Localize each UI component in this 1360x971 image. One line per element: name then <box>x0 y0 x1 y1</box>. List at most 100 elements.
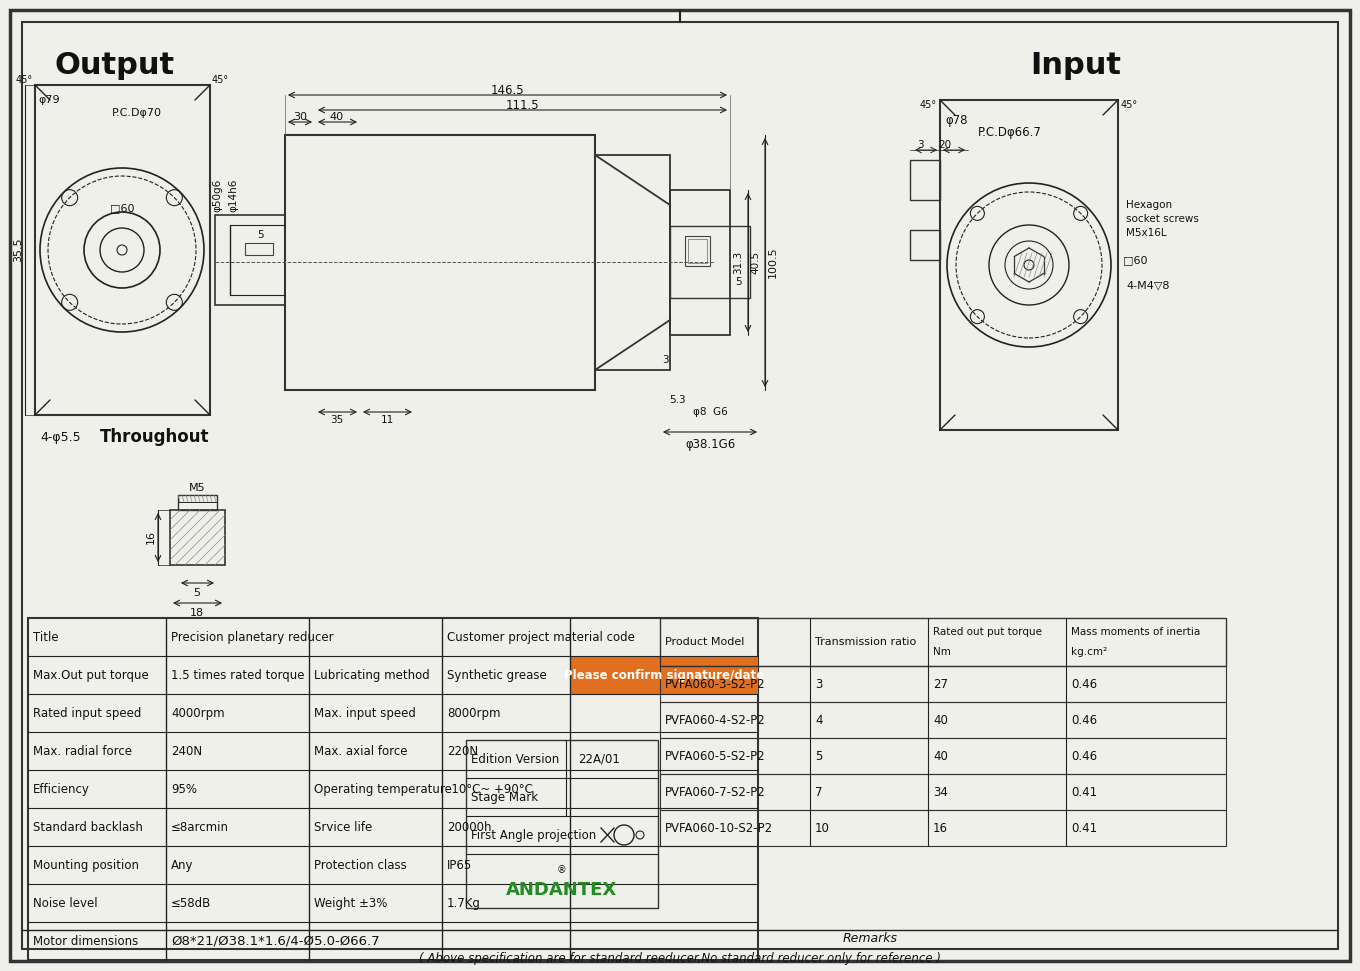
Text: Hexagon: Hexagon <box>1126 200 1172 210</box>
Text: Max. radial force: Max. radial force <box>33 745 132 757</box>
Text: 5: 5 <box>193 588 200 598</box>
Text: φ79: φ79 <box>38 95 60 105</box>
Text: 240N: 240N <box>171 745 203 757</box>
Text: 100.5: 100.5 <box>768 247 778 278</box>
Text: ANDANTEX: ANDANTEX <box>506 881 617 899</box>
Text: φ14h6: φ14h6 <box>228 179 238 212</box>
Bar <box>660 666 1225 702</box>
Text: Ø8*21/Ø38.1*1.6/4-Ø5.0-Ø66.7: Ø8*21/Ø38.1*1.6/4-Ø5.0-Ø66.7 <box>171 934 379 948</box>
Bar <box>910 160 940 200</box>
Text: 40: 40 <box>933 714 948 726</box>
Text: 45°: 45° <box>919 100 937 110</box>
Text: 220N: 220N <box>447 745 479 757</box>
Bar <box>660 618 1225 666</box>
Text: 20000h: 20000h <box>447 820 491 833</box>
Text: Rated out put torque: Rated out put torque <box>933 627 1042 637</box>
Text: Stage Mark: Stage Mark <box>471 790 539 803</box>
Text: 1.5 times rated torque: 1.5 times rated torque <box>171 668 305 682</box>
Text: φ38.1G6: φ38.1G6 <box>685 438 736 451</box>
Bar <box>286 135 596 390</box>
Text: kg.cm²: kg.cm² <box>1072 647 1107 657</box>
Text: Lubricating method: Lubricating method <box>314 668 430 682</box>
Text: 0.46: 0.46 <box>1072 714 1098 726</box>
Text: 8000rpm: 8000rpm <box>447 707 500 720</box>
Text: Input: Input <box>1030 50 1121 80</box>
Text: 35.5: 35.5 <box>14 238 23 262</box>
Text: 7: 7 <box>815 786 823 798</box>
Text: 30: 30 <box>292 112 307 122</box>
Text: ®: ® <box>558 865 567 875</box>
Text: 4000rpm: 4000rpm <box>171 707 224 720</box>
Text: PVFA060-7-S2-P2: PVFA060-7-S2-P2 <box>665 786 766 798</box>
Text: Srvice life: Srvice life <box>314 820 373 833</box>
Text: 22A/01: 22A/01 <box>578 753 620 765</box>
Text: Motor dimensions: Motor dimensions <box>33 934 139 948</box>
Text: 10: 10 <box>815 821 830 834</box>
Text: Any: Any <box>171 858 193 872</box>
Text: Edition Version: Edition Version <box>471 753 559 765</box>
Text: ≤58dB: ≤58dB <box>171 896 211 910</box>
Text: Max. input speed: Max. input speed <box>314 707 416 720</box>
Text: PVFA060-4-S2-P2: PVFA060-4-S2-P2 <box>665 714 766 726</box>
Text: 16: 16 <box>146 530 156 544</box>
Bar <box>178 495 218 510</box>
Bar <box>660 702 1225 738</box>
Text: Precision planetary reducer: Precision planetary reducer <box>171 630 333 644</box>
Text: 0.41: 0.41 <box>1072 821 1098 834</box>
Text: PVFA060-5-S2-P2: PVFA060-5-S2-P2 <box>665 750 766 762</box>
Text: PVFA060-3-S2-P2: PVFA060-3-S2-P2 <box>665 678 766 690</box>
Text: 3: 3 <box>815 678 823 690</box>
Text: 95%: 95% <box>171 783 197 795</box>
Text: 5: 5 <box>257 230 264 240</box>
Text: Noise level: Noise level <box>33 896 98 910</box>
Bar <box>570 656 758 694</box>
Text: Weight ±3%: Weight ±3% <box>314 896 388 910</box>
Text: 40: 40 <box>330 112 344 122</box>
Text: 27: 27 <box>933 678 948 690</box>
Text: P.C.Dφ66.7: P.C.Dφ66.7 <box>978 125 1042 139</box>
Text: Customer project material code: Customer project material code <box>447 630 635 644</box>
Text: Please confirm signature/date: Please confirm signature/date <box>564 668 764 682</box>
Bar <box>688 239 707 263</box>
Bar <box>910 230 940 260</box>
Text: φ50g6: φ50g6 <box>212 179 222 212</box>
Text: Mounting position: Mounting position <box>33 858 139 872</box>
Text: Remarks: Remarks <box>842 931 898 945</box>
Text: Product Model: Product Model <box>665 637 744 647</box>
Text: 31.3: 31.3 <box>733 251 743 274</box>
Text: Operating temperature: Operating temperature <box>314 783 452 795</box>
Text: Nm: Nm <box>933 647 951 657</box>
Text: 4-φ5.5: 4-φ5.5 <box>39 430 80 444</box>
Bar <box>245 243 273 255</box>
Text: φ78: φ78 <box>945 114 967 126</box>
Text: Max. axial force: Max. axial force <box>314 745 408 757</box>
Text: M5x16L: M5x16L <box>1126 228 1167 238</box>
Text: φ8  G6: φ8 G6 <box>692 407 728 417</box>
Bar <box>685 236 710 266</box>
Bar <box>670 190 730 335</box>
Bar <box>466 740 658 908</box>
Text: Output: Output <box>54 50 175 80</box>
Bar <box>660 774 1225 810</box>
Text: 3: 3 <box>662 355 668 365</box>
Text: 0.46: 0.46 <box>1072 750 1098 762</box>
Text: 5: 5 <box>815 750 823 762</box>
Text: 1.7Kg: 1.7Kg <box>447 896 481 910</box>
Text: First Angle projection: First Angle projection <box>471 828 596 842</box>
Text: 20: 20 <box>938 140 952 150</box>
Text: 16: 16 <box>933 821 948 834</box>
Text: Standard backlash: Standard backlash <box>33 820 143 833</box>
Text: 4-M4▽8: 4-M4▽8 <box>1126 280 1170 290</box>
Text: M5: M5 <box>189 483 205 493</box>
Text: PVFA060-10-S2-P2: PVFA060-10-S2-P2 <box>665 821 772 834</box>
Text: Throughout: Throughout <box>101 428 209 446</box>
Bar <box>940 100 1118 430</box>
Text: Transmission ratio: Transmission ratio <box>815 637 917 647</box>
Bar <box>660 738 1225 774</box>
Text: IP65: IP65 <box>447 858 472 872</box>
Bar <box>596 155 670 370</box>
Text: 45°: 45° <box>1121 100 1138 110</box>
Text: 11: 11 <box>381 415 393 425</box>
Text: Title: Title <box>33 630 58 644</box>
Bar <box>170 510 224 565</box>
